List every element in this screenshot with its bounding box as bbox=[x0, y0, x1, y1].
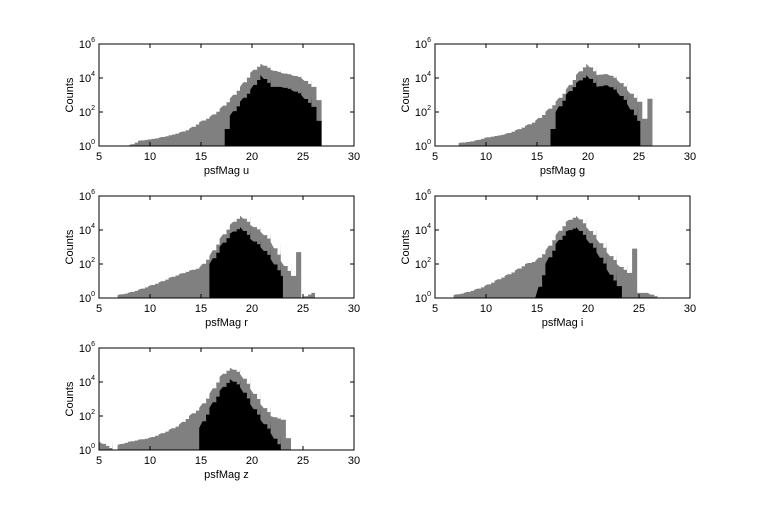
y-tick-label-2-panel-1: 102 bbox=[79, 105, 95, 119]
x-tick-label-15-panel-2: 15 bbox=[531, 151, 543, 163]
chart-panel-2: 5 10 15 20 25 30 100 102 104 106 psfMag g Counts bbox=[400, 37, 696, 177]
x-tick-label-5-panel-2: 5 bbox=[432, 151, 438, 163]
x-tick-label-10-panel-1: 10 bbox=[144, 151, 156, 163]
y-tick-label-4-panel-2: 104 bbox=[415, 71, 431, 85]
x-tick-label-20-panel-4: 20 bbox=[582, 303, 594, 315]
x-tick-label-20-panel-2: 20 bbox=[582, 151, 594, 163]
y-tick-label-6-panel-2: 106 bbox=[415, 37, 431, 51]
chart-panel-5: 5 10 15 20 25 30 100 102 104 106 psfMag z Counts bbox=[64, 341, 360, 481]
x-tick-label-25-panel-5: 25 bbox=[297, 455, 309, 467]
y-tick-label-6-panel-3: 106 bbox=[79, 189, 95, 203]
y-tick-label-0-panel-4: 100 bbox=[415, 291, 431, 305]
y-tick-label-0-panel-2: 100 bbox=[415, 139, 431, 153]
y-axis-label-panel-4: Counts bbox=[400, 229, 412, 264]
plot-frame-1 bbox=[98, 43, 355, 147]
y-axis-label-panel-2: Counts bbox=[400, 77, 412, 112]
y-tick-label-6-panel-5: 106 bbox=[79, 341, 95, 355]
x-tick-label-15-panel-4: 15 bbox=[531, 303, 543, 315]
x-tick-label-25-panel-1: 25 bbox=[297, 151, 309, 163]
x-tick-label-5-panel-5: 5 bbox=[96, 455, 102, 467]
x-tick-label-5-panel-1: 5 bbox=[96, 151, 102, 163]
x-tick-label-15-panel-3: 15 bbox=[195, 303, 207, 315]
histogram-series-2-panel-5 bbox=[194, 379, 285, 450]
histogram-series-2-panel-2 bbox=[545, 75, 644, 146]
plot-frame-5 bbox=[98, 347, 355, 451]
x-tick-label-10-panel-3: 10 bbox=[144, 303, 156, 315]
x-tick-label-5-panel-3: 5 bbox=[96, 303, 102, 315]
histogram-series-2-panel-3 bbox=[204, 227, 287, 298]
x-tick-label-30-panel-5: 30 bbox=[348, 455, 360, 467]
y-tick-label-2-panel-2: 102 bbox=[415, 105, 431, 119]
histogram-series-2-panel-1 bbox=[219, 75, 326, 146]
y-tick-label-0-panel-3: 100 bbox=[79, 291, 95, 305]
x-tick-label-30-panel-4: 30 bbox=[684, 303, 696, 315]
plot-frame-3 bbox=[98, 195, 355, 299]
x-axis-label-panel-4: psfMag i bbox=[542, 317, 584, 329]
x-tick-label-20-panel-5: 20 bbox=[246, 455, 258, 467]
y-tick-label-6-panel-1: 106 bbox=[79, 37, 95, 51]
x-tick-label-15-panel-1: 15 bbox=[195, 151, 207, 163]
y-tick-label-2-panel-3: 102 bbox=[79, 257, 95, 271]
y-tick-label-0-panel-1: 100 bbox=[79, 139, 95, 153]
x-axis-label-panel-2: psfMag g bbox=[540, 165, 585, 177]
x-tick-label-5-panel-4: 5 bbox=[432, 303, 438, 315]
plot-frame-2 bbox=[434, 43, 691, 147]
plot-frame-4 bbox=[434, 195, 691, 299]
y-tick-label-4-panel-5: 104 bbox=[79, 375, 95, 389]
y-tick-label-4-panel-4: 104 bbox=[415, 223, 431, 237]
y-tick-label-4-panel-3: 104 bbox=[79, 223, 95, 237]
x-tick-label-25-panel-2: 25 bbox=[633, 151, 645, 163]
x-axis-label-panel-3: psfMag r bbox=[205, 317, 248, 329]
x-tick-label-10-panel-2: 10 bbox=[480, 151, 492, 163]
y-tick-label-4-panel-1: 104 bbox=[79, 71, 95, 85]
x-tick-label-30-panel-3: 30 bbox=[348, 303, 360, 315]
x-axis-label-panel-5: psfMag z bbox=[204, 469, 249, 481]
y-tick-label-0-panel-5: 100 bbox=[79, 443, 95, 457]
y-axis-label-panel-5: Counts bbox=[64, 381, 76, 416]
x-tick-label-20-panel-3: 20 bbox=[246, 303, 258, 315]
x-tick-label-30-panel-2: 30 bbox=[684, 151, 696, 163]
x-tick-label-10-panel-5: 10 bbox=[144, 455, 156, 467]
x-tick-label-15-panel-5: 15 bbox=[195, 455, 207, 467]
y-tick-label-2-panel-5: 102 bbox=[79, 409, 95, 423]
x-tick-label-30-panel-1: 30 bbox=[348, 151, 360, 163]
x-tick-label-20-panel-1: 20 bbox=[246, 151, 258, 163]
x-axis-label-panel-1: psfMag u bbox=[204, 165, 249, 177]
x-tick-label-25-panel-3: 25 bbox=[297, 303, 309, 315]
x-tick-label-10-panel-4: 10 bbox=[480, 303, 492, 315]
y-tick-label-2-panel-4: 102 bbox=[415, 257, 431, 271]
chart-panel-1: 5 10 15 20 25 30 100 102 104 106 psfMag u Counts bbox=[64, 37, 360, 177]
histogram-series-2-panel-4 bbox=[535, 227, 626, 298]
y-axis-label-panel-3: Counts bbox=[64, 229, 76, 264]
y-axis-label-panel-1: Counts bbox=[64, 77, 76, 112]
chart-panel-3: 5 10 15 20 25 30 100 102 104 106 psfMag r Counts bbox=[64, 189, 360, 329]
chart-panel-4: 5 10 15 20 25 30 100 102 104 106 psfMag i Counts bbox=[400, 189, 696, 329]
x-tick-label-25-panel-4: 25 bbox=[633, 303, 645, 315]
y-tick-label-6-panel-4: 106 bbox=[415, 189, 431, 203]
